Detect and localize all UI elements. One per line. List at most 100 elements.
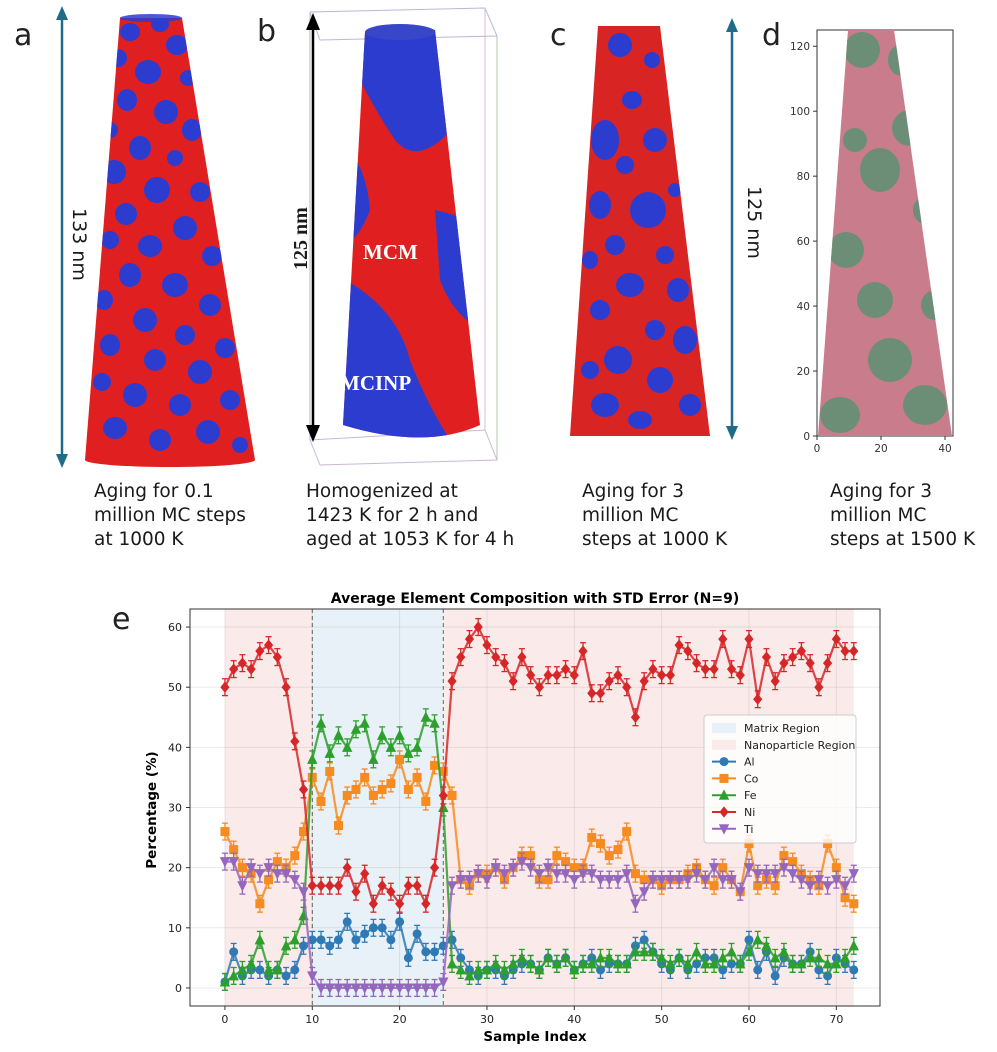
arrow-head-top	[306, 13, 320, 30]
data-point	[744, 633, 754, 645]
tip-top-cap	[365, 24, 435, 40]
data-point	[237, 964, 248, 975]
legend-label: Matrix Region	[744, 722, 820, 735]
data-point	[385, 741, 397, 752]
data-point	[638, 887, 650, 898]
data-point	[421, 947, 431, 957]
y-tick-label: 120	[790, 41, 810, 53]
data-point	[586, 958, 597, 969]
data-point	[779, 657, 789, 669]
legend-label: Al	[744, 756, 755, 769]
data-point	[534, 964, 545, 975]
data-point	[604, 675, 614, 687]
data-point	[839, 881, 851, 892]
bounding-box	[309, 7, 498, 466]
data-point	[272, 857, 282, 867]
y-tick-label: 100	[790, 106, 810, 118]
data-point	[639, 875, 649, 885]
data-point	[264, 875, 274, 885]
data-point	[743, 945, 755, 957]
data-point	[456, 651, 466, 663]
data-point	[657, 669, 667, 681]
data-point	[299, 941, 309, 951]
data-point	[612, 875, 624, 886]
data-point	[350, 983, 362, 994]
data-point	[665, 958, 676, 969]
data-point	[220, 827, 230, 837]
data-point	[316, 935, 326, 945]
data-point	[709, 881, 719, 891]
data-point	[551, 869, 563, 880]
data-point	[796, 645, 806, 657]
panel-c-caption: Aging for 3 million MC steps at 1000 K	[582, 481, 728, 550]
base-cap	[85, 453, 255, 467]
data-point	[377, 880, 387, 892]
nanoparticles	[343, 24, 480, 438]
data-point	[823, 971, 833, 981]
data-point	[289, 933, 300, 945]
data-point	[508, 675, 518, 687]
data-point	[298, 887, 309, 898]
data-point	[673, 952, 685, 963]
panel-letter-e: e	[112, 602, 131, 637]
data-point	[727, 959, 737, 969]
data-point	[752, 933, 763, 945]
data-point	[543, 875, 553, 885]
data-point	[691, 869, 702, 880]
data-point	[290, 851, 300, 861]
data-point	[307, 880, 317, 892]
x-tick-label: 50	[655, 1013, 669, 1026]
data-point	[464, 970, 475, 981]
data-point	[386, 778, 396, 788]
data-point	[254, 933, 266, 945]
data-point	[596, 839, 606, 849]
data-point	[350, 723, 362, 734]
data-point	[377, 784, 387, 794]
data-point	[473, 869, 484, 880]
data-point	[673, 875, 685, 886]
arrow-head-top	[726, 18, 738, 32]
data-point	[831, 958, 842, 969]
data-point	[779, 851, 789, 861]
data-point	[552, 851, 562, 861]
data-point	[315, 717, 327, 728]
data-point	[718, 863, 728, 873]
data-point	[804, 881, 816, 892]
data-point	[507, 958, 519, 969]
data-point	[639, 935, 649, 945]
data-point	[411, 983, 423, 994]
legend-label: Fe	[744, 789, 757, 802]
data-point	[761, 651, 772, 663]
data-point	[289, 875, 300, 886]
data-point	[456, 953, 466, 963]
x-tick-label: 0	[221, 1013, 228, 1026]
data-point	[280, 939, 292, 951]
data-point	[604, 875, 615, 886]
data-point	[229, 663, 239, 675]
x-tick-label: 60	[742, 1013, 756, 1026]
data-point	[281, 681, 291, 693]
data-point	[507, 863, 519, 874]
x-tick-label: 20	[874, 443, 887, 455]
data-point	[237, 657, 247, 669]
data-point	[490, 958, 501, 969]
y-axis-ticks: 0 20 40 60 80 100 120	[790, 41, 817, 443]
axis-ticks: 0 10 20 30 40 50 60 70 0 10 20 30 40 50 60	[168, 621, 843, 1026]
data-point	[770, 869, 781, 880]
data-point	[438, 789, 448, 802]
panel-c-figure	[570, 18, 738, 440]
legend-box	[703, 714, 857, 844]
data-point	[446, 881, 458, 892]
data-point	[813, 875, 825, 886]
data-point	[621, 869, 632, 880]
panel-letter-d: d	[762, 18, 782, 53]
data-point	[307, 971, 318, 982]
data-point	[481, 875, 493, 886]
legend: Matrix Region Nanoparticle Region Al Co Fe Ni…	[703, 714, 857, 844]
series-ni	[220, 617, 859, 913]
data-point	[403, 880, 413, 892]
data-point	[682, 875, 694, 886]
data-point	[595, 952, 606, 963]
data-point	[683, 645, 693, 657]
data-point	[324, 983, 335, 994]
